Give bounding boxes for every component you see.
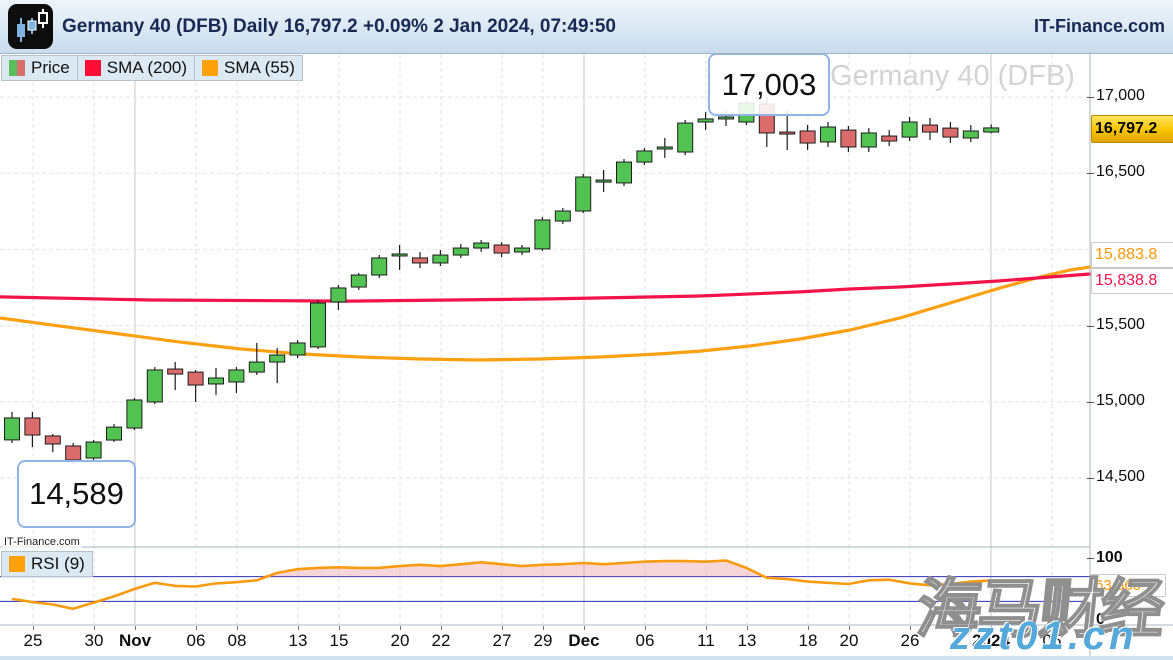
rsi-axis-label: 0 [1096, 611, 1105, 628]
x-axis-tick [94, 626, 95, 630]
x-axis-tick [441, 626, 442, 630]
x-axis-label: 25 [23, 631, 43, 650]
sma200-value-tag: 15,838.8 [1091, 268, 1173, 294]
price-swatch-icon [9, 60, 25, 76]
legend-item-sma200[interactable]: SMA (200) [78, 56, 196, 80]
main-legend: Price SMA (200) SMA (55) [1, 55, 303, 81]
y-axis-tick [1087, 478, 1094, 479]
rsi-layer [0, 559, 1090, 611]
legend-sma200-label: SMA (200) [106, 58, 188, 77]
y-axis-label: 17,000 [1096, 87, 1145, 104]
y-axis-label: 15,000 [1096, 391, 1145, 409]
y-axis-tick [1087, 97, 1094, 98]
legend-price-label: Price [31, 58, 70, 77]
x-axis-tick [400, 626, 401, 630]
x-axis-label: 29 [533, 631, 553, 650]
x-axis-tick [808, 626, 809, 630]
x-axis-label: 13 [737, 631, 757, 650]
x-axis-tick [298, 626, 299, 630]
x-axis-label: 20 [839, 631, 859, 650]
rsi-line [11, 559, 992, 611]
bottom-strip [0, 656, 1173, 660]
header-bar: Germany 40 (DFB) Daily 16,797.2 +0.09% 2… [0, 0, 1173, 54]
x-axis-label: 06 [186, 631, 206, 650]
x-axis-label: 11 [697, 631, 715, 650]
y-axis-label: 16,500 [1096, 163, 1145, 181]
x-axis-tick [237, 626, 238, 630]
rsi-swatch-icon [9, 556, 25, 572]
rsi-axis-tick [1087, 558, 1094, 559]
y-axis-label: 15,500 [1096, 315, 1145, 333]
x-axis-label: 13 [288, 631, 308, 650]
rsi-axis-label: 100 [1096, 549, 1123, 566]
app-logo[interactable] [8, 4, 53, 49]
rsi-legend: RSI (9) [1, 551, 93, 577]
site-watermark-url: zzt01.cn [950, 614, 1138, 658]
last-price-tag: 16,797.2 [1091, 115, 1173, 143]
instrument-watermark: Germany 40 (DFB) [830, 60, 1075, 92]
sma55-line [0, 265, 1092, 362]
sma55-swatch-icon [202, 60, 219, 76]
y-axis-tick [1087, 401, 1094, 403]
x-axis-label: 27 [492, 631, 512, 650]
x-axis-label: 22 [431, 631, 451, 650]
x-axis-tick [33, 626, 34, 630]
x-axis-label: 08 [227, 631, 247, 650]
x-axis-tick [584, 626, 585, 630]
legend-item-rsi[interactable]: RSI (9) [2, 552, 92, 576]
x-axis-tick [339, 626, 340, 630]
x-axis-tick [706, 626, 707, 630]
x-axis-tick [135, 626, 136, 630]
x-axis-label: 2024 [972, 631, 1010, 650]
x-axis-label: 18 [798, 631, 818, 650]
x-axis-tick [991, 626, 992, 630]
sma200-line [0, 272, 1092, 303]
rsi-overbought-fill [12, 560, 992, 577]
x-axis-label: Nov [118, 631, 152, 650]
legend-item-sma55[interactable]: SMA (55) [195, 56, 302, 80]
low-callout: 14,589 [17, 460, 136, 528]
x-axis-label: Dec [568, 631, 600, 650]
x-axis-tick [502, 626, 503, 630]
legend-item-price[interactable]: Price [2, 56, 78, 80]
legend-rsi-label: RSI (9) [31, 554, 85, 573]
sma200-swatch-icon [84, 60, 101, 76]
candlestick-logo-icon [17, 9, 48, 42]
chart-footnote: IT-Finance.com [2, 536, 82, 548]
x-axis-tick [747, 626, 748, 630]
x-axis-label: 06 [635, 631, 655, 650]
y-axis-label: 14,500 [1096, 468, 1145, 485]
high-callout: 17,003 [708, 53, 830, 116]
y-axis-tick [1087, 325, 1094, 327]
rsi-axis-tick [1087, 620, 1094, 621]
x-axis-tick [1052, 626, 1053, 630]
x-axis-tick [196, 626, 197, 630]
brand-link[interactable]: IT-Finance.com [1033, 16, 1165, 36]
legend-sma55-label: SMA (55) [224, 58, 295, 77]
x-axis-label: 30 [84, 631, 104, 650]
x-axis-tick [910, 626, 911, 630]
x-axis-label: 20 [390, 631, 410, 650]
y-axis-tick [1087, 173, 1094, 175]
rsi-value-tag: 63.566 [1091, 574, 1166, 597]
sma55-value-tag: 15,883.8 [1091, 242, 1173, 268]
x-axis-label: 05 [1042, 631, 1062, 650]
x-axis-tick [543, 626, 544, 630]
x-axis-tick [645, 626, 646, 630]
x-axis-tick [849, 626, 850, 630]
x-axis-label: 26 [900, 631, 920, 650]
chart-title: Germany 40 (DFB) Daily 16,797.2 +0.09% 2… [62, 16, 616, 37]
x-axis-label: 15 [329, 631, 349, 650]
